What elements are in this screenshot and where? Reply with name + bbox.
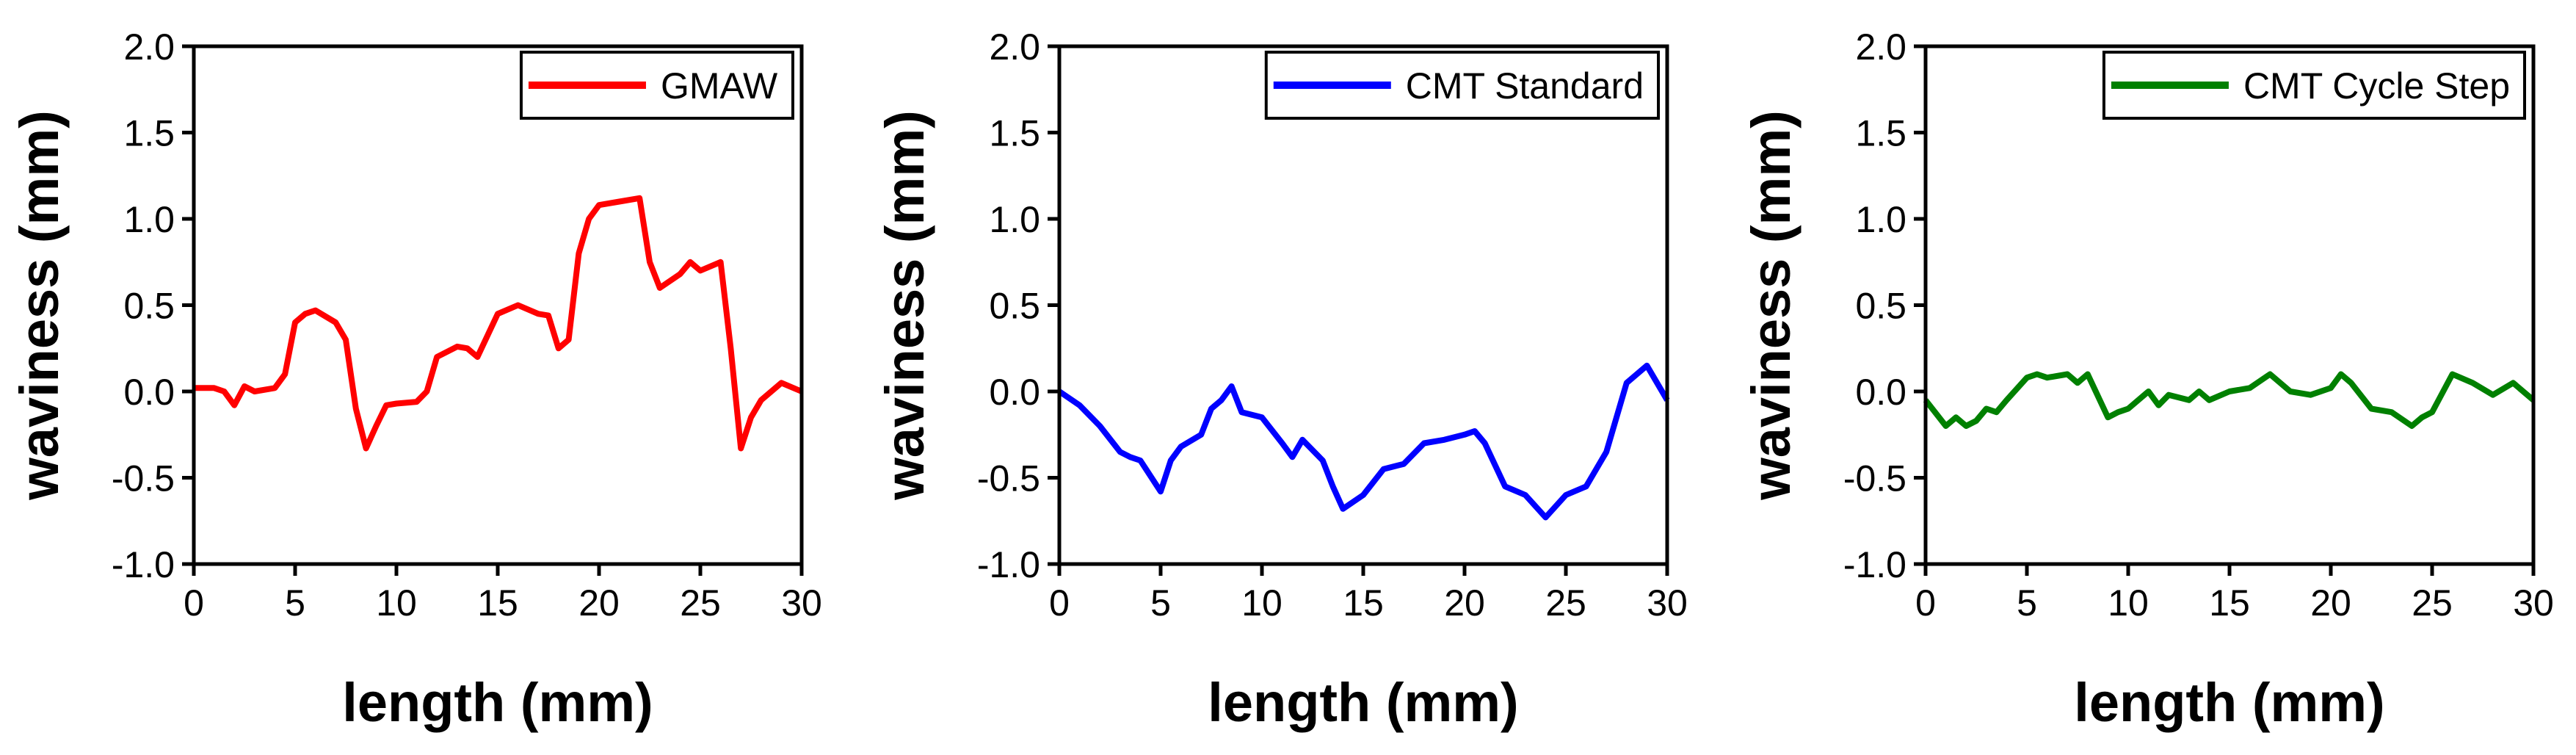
legend-label: GMAW [661, 65, 778, 106]
y-axis-title: waviness (mm) [874, 110, 935, 501]
y-tick-label: -0.5 [112, 458, 175, 499]
legend-label: CMT Cycle Step [2243, 65, 2510, 106]
y-tick-label: 0.5 [989, 286, 1040, 327]
y-axis-title: waviness (mm) [9, 110, 70, 501]
x-tick-label: 10 [2108, 582, 2149, 624]
x-tick-label: 10 [1241, 582, 1282, 624]
y-tick-label: 1.5 [989, 113, 1040, 154]
y-tick-label: 2.0 [989, 26, 1040, 68]
y-tick-label: 2.0 [1855, 26, 1906, 68]
x-tick-label: 20 [2310, 582, 2351, 624]
x-axis-title: length (mm) [342, 672, 653, 733]
y-tick-label: 2.0 [123, 26, 175, 68]
x-tick-label: 0 [184, 582, 204, 624]
y-tick-label: -1.0 [112, 544, 175, 585]
y-tick-label: 0.0 [123, 372, 175, 413]
data-line [1923, 371, 2536, 429]
x-tick-label: 25 [680, 582, 721, 624]
data-line [1057, 362, 1670, 521]
x-tick-label: 15 [1343, 582, 1384, 624]
y-tick-label: -0.5 [1843, 458, 1906, 499]
y-tick-label: -1.0 [1843, 544, 1906, 585]
x-axis-title: length (mm) [2074, 672, 2384, 733]
x-axis-title: length (mm) [1208, 672, 1518, 733]
x-tick-label: 25 [1545, 582, 1586, 624]
data-line [194, 195, 803, 452]
x-tick-label: 0 [1915, 582, 1936, 624]
x-tick-label: 30 [1647, 582, 1688, 624]
plot-frame [192, 44, 804, 566]
y-tick-label: 1.5 [1855, 113, 1906, 154]
y-tick-label: -1.0 [977, 544, 1040, 585]
y-tick-label: 0.5 [123, 286, 175, 327]
x-tick-label: 30 [781, 582, 822, 624]
y-tick-label: 1.0 [123, 199, 175, 240]
x-tick-label: 5 [2017, 582, 2037, 624]
y-axis-title: waviness (mm) [1741, 110, 1802, 501]
plot-frame [1057, 44, 1669, 566]
y-tick-label: 1.5 [123, 113, 175, 154]
x-tick-label: 5 [1150, 582, 1171, 624]
panel: -1.0 -0.5 0.0 0.5 1.0 1.5 2.0 0 5 10 15 20 25 30 lengt… [9, 26, 822, 733]
legend: CMT Cycle Step [2102, 51, 2526, 120]
y-tick-label: -0.5 [977, 458, 1040, 499]
y-tick-label: 0.0 [1855, 372, 1906, 413]
y-tick-label: 1.0 [1855, 199, 1906, 240]
panel: -1.0 -0.5 0.0 0.5 1.0 1.5 2.0 0 5 10 15 20 25 30 lengt… [874, 26, 1688, 733]
x-tick-label: 20 [1444, 582, 1485, 624]
x-tick-label: 0 [1049, 582, 1070, 624]
y-tick-label: 0.0 [989, 372, 1040, 413]
legend: CMT Standard [1264, 51, 1660, 120]
x-tick-label: 20 [578, 582, 620, 624]
x-tick-label: 5 [285, 582, 305, 624]
panel: -1.0 -0.5 0.0 0.5 1.0 1.5 2.0 0 5 10 15 20 25 30 lengt… [1741, 26, 2554, 733]
x-tick-label: 10 [376, 582, 417, 624]
x-tick-label: 30 [2513, 582, 2554, 624]
legend: GMAW [519, 51, 794, 120]
x-tick-label: 15 [477, 582, 518, 624]
x-tick-label: 15 [2209, 582, 2250, 624]
y-tick-label: 0.5 [1855, 286, 1906, 327]
x-tick-label: 25 [2412, 582, 2453, 624]
y-tick-label: 1.0 [989, 199, 1040, 240]
legend-label: CMT Standard [1406, 65, 1644, 106]
plot-frame [1923, 44, 2536, 566]
